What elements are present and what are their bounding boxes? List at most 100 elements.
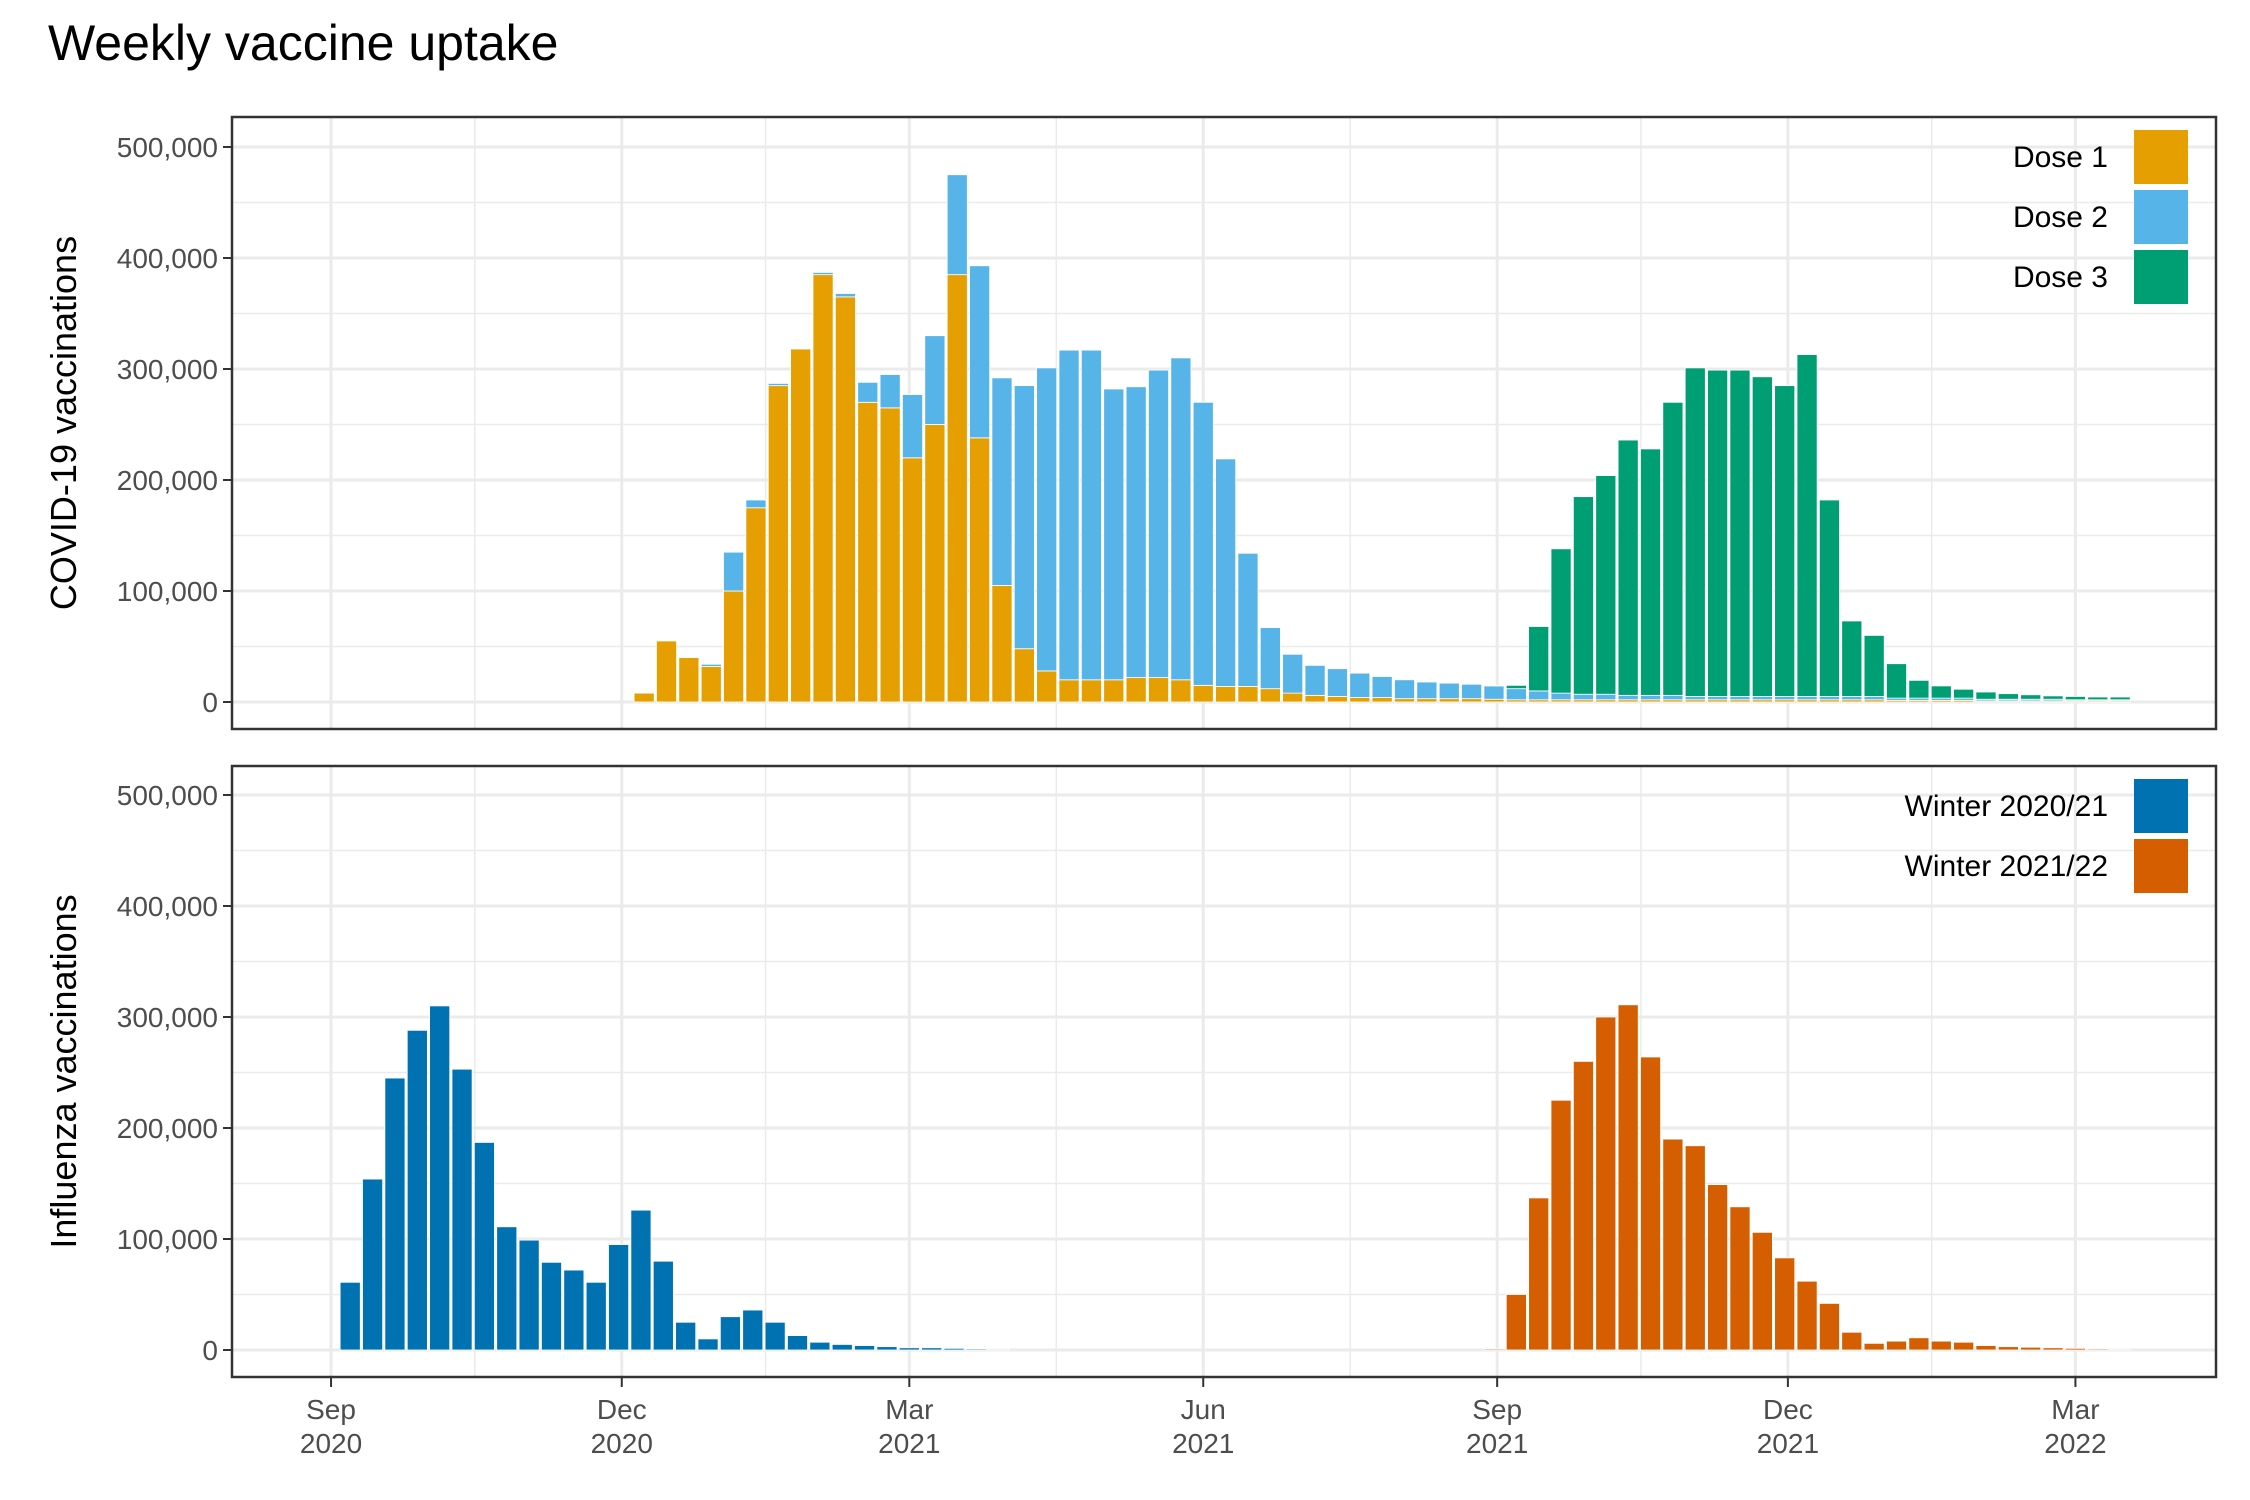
bar-dose-1 <box>1416 698 1438 703</box>
bar-winter-2021-22 <box>1640 1056 1661 1351</box>
bar-dose-1 <box>902 457 923 703</box>
bar-winter-2020-21 <box>764 1321 786 1351</box>
legend-key <box>2134 130 2188 184</box>
bar-dose-2 <box>1237 552 1259 687</box>
bar-dose-1 <box>1259 688 1281 703</box>
bar-winter-2020-21 <box>876 1346 898 1351</box>
bar-dose-3 <box>1572 496 1594 695</box>
panel-background <box>232 766 2216 1377</box>
bar-winter-2020-21 <box>809 1341 831 1351</box>
bar-dose-1 <box>723 590 745 703</box>
x-tick-label-year: 2021 <box>878 1428 940 1459</box>
bar-dose-3 <box>1595 475 1617 695</box>
bar-dose-2 <box>1058 349 1080 681</box>
bar-winter-2020-21 <box>831 1344 853 1351</box>
bar-dose-2 <box>1684 696 1706 701</box>
panel-border <box>230 115 2218 731</box>
bar-dose-1 <box>834 296 856 703</box>
bar-dose-2 <box>767 383 789 387</box>
bar-winter-2020-21 <box>362 1178 384 1351</box>
bar-winter-2021-22 <box>1751 1231 1773 1351</box>
bar-dose-2 <box>1326 668 1348 697</box>
x-tick-label-year: 2021 <box>1757 1428 1819 1459</box>
bar-winter-2020-21 <box>965 1348 987 1351</box>
legend-label: Winter 2021/22 <box>1905 850 2108 883</box>
bar-dose-2 <box>1707 696 1729 701</box>
bar-winter-2020-21 <box>429 1005 451 1351</box>
bar-dose-1 <box>790 348 812 703</box>
y-tick-label: 100,000 <box>117 1224 218 1255</box>
bar-winter-2020-21 <box>652 1260 674 1351</box>
bar-winter-2020-21 <box>339 1281 361 1351</box>
bar-winter-2021-22 <box>1595 1016 1617 1351</box>
x-tick-label-month: Mar <box>885 1394 933 1425</box>
y-axis-label: COVID-19 vaccinations <box>43 236 84 610</box>
bar-winter-2021-22 <box>1774 1257 1796 1351</box>
x-tick-label-month: Dec <box>597 1394 647 1425</box>
bar-dose-1 <box>1394 698 1415 703</box>
bar-dose-1 <box>946 274 968 703</box>
bar-dose-1 <box>1461 698 1483 703</box>
legend-key <box>2134 190 2188 244</box>
bar-dose-1 <box>1237 686 1259 703</box>
x-tick-label-year: 2022 <box>2044 1428 2106 1459</box>
bar-dose-1 <box>812 274 834 703</box>
bar-dose-2 <box>1013 385 1035 650</box>
bar-winter-2020-21 <box>787 1335 808 1351</box>
x-tick-label-month: Jun <box>1181 1394 1226 1425</box>
bar-dose-2 <box>1617 694 1639 701</box>
bar-dose-3 <box>2109 696 2131 701</box>
bar-winter-2020-21 <box>898 1347 920 1351</box>
bar-winter-2020-21 <box>697 1338 719 1351</box>
x-tick-label-month: Dec <box>1763 1394 1813 1425</box>
bar-dose-1 <box>1036 670 1058 703</box>
x-axis: Sep2020Dec2020Mar2021Jun2021Sep2021Dec20… <box>300 1377 2107 1459</box>
bar-winter-2021-22 <box>1572 1061 1594 1351</box>
bar-winter-2021-22 <box>1818 1302 1840 1351</box>
y-tick-label: 500,000 <box>117 132 218 163</box>
bar-winter-2021-22 <box>1617 1004 1639 1351</box>
bar-dose-3 <box>1684 367 1706 697</box>
bar-dose-2 <box>1640 694 1661 701</box>
bar-winter-2021-22 <box>1930 1340 1952 1351</box>
bar-winter-2020-21 <box>943 1347 965 1351</box>
bar-dose-3 <box>1930 685 1952 699</box>
bar-winter-2021-22 <box>1662 1138 1684 1351</box>
bar-dose-3 <box>1550 548 1572 694</box>
x-tick-label-month: Sep <box>306 1394 356 1425</box>
bar-winter-2021-22 <box>1953 1341 1975 1351</box>
bar-dose-2 <box>1259 627 1281 690</box>
y-tick-label: 300,000 <box>117 354 218 385</box>
bar-dose-2 <box>834 293 856 298</box>
bar-dose-1 <box>1371 697 1393 703</box>
bar-dose-2 <box>1841 696 1863 701</box>
y-tick-label: 100,000 <box>117 576 218 607</box>
bar-dose-1 <box>969 437 991 703</box>
y-tick-label: 200,000 <box>117 1113 218 1144</box>
bar-dose-1 <box>1080 679 1102 703</box>
bar-winter-2021-22 <box>1863 1342 1885 1351</box>
bar-dose-1 <box>991 585 1013 703</box>
bar-dose-1 <box>1103 679 1125 703</box>
legend-label: Winter 2020/21 <box>1905 790 2108 823</box>
y-tick-label: 0 <box>202 687 218 718</box>
bar-dose-1 <box>879 407 901 703</box>
bar-dose-3 <box>1841 620 1863 697</box>
bar-winter-2021-22 <box>1908 1337 1930 1351</box>
bar-dose-2 <box>812 272 834 276</box>
bar-dose-3 <box>1997 693 2019 700</box>
bar-dose-2 <box>1550 692 1572 701</box>
bar-dose-2 <box>1215 458 1237 687</box>
bar-dose-2 <box>1572 693 1594 701</box>
bar-winter-2021-22 <box>1975 1345 1997 1351</box>
covid-panel: 0 100,000 200,000 300,000 400,000 500,000 COVI… <box>43 115 2218 731</box>
bar-dose-2 <box>1751 696 1773 701</box>
x-tick-label-year: 2021 <box>1172 1428 1234 1459</box>
bar-dose-2 <box>700 663 722 667</box>
bar-dose-3 <box>1953 688 1975 699</box>
bar-dose-2 <box>1774 696 1796 701</box>
bar-dose-2 <box>1505 688 1527 701</box>
bar-dose-2 <box>1170 357 1192 681</box>
bar-dose-2 <box>1036 367 1058 672</box>
y-tick-label: 300,000 <box>117 1002 218 1033</box>
